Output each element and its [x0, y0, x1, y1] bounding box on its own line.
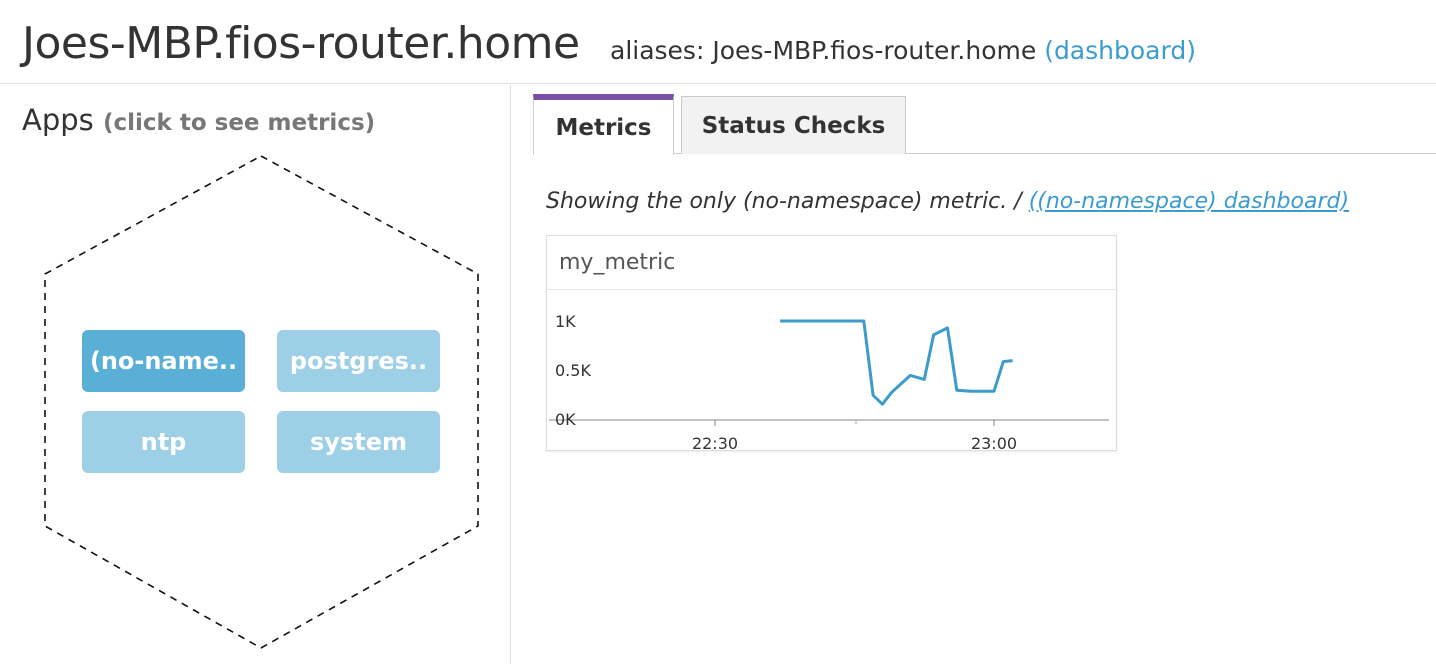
x-tick-label: 22:30: [692, 434, 738, 450]
metric-chart: 1K 0.5K 0K 22:30 23:00: [549, 312, 1109, 450]
graph-title: my_metric: [559, 250, 676, 275]
aliases: aliases: Joes-MBP.fios-router.home (dash…: [610, 36, 1196, 65]
aliases-value: Joes-MBP.fios-router.home: [712, 36, 1037, 65]
app-button-no-namespace[interactable]: (no-name..: [82, 330, 245, 392]
apps-title: Apps: [22, 103, 94, 137]
tab-status-checks[interactable]: Status Checks: [681, 96, 906, 154]
apps-panel: Apps (click to see metrics) (no-name.. p…: [0, 85, 511, 664]
metric-graph-card[interactable]: my_metric 1K 0.5K 0K 22:30 23:00: [546, 235, 1117, 451]
namespace-dashboard-link[interactable]: ((no-namespace) dashboard): [1028, 189, 1350, 214]
app-button-system[interactable]: system: [277, 411, 440, 473]
y-tick-label: 0.5K: [555, 361, 591, 380]
host-title: Joes-MBP.fios-router.home: [22, 18, 580, 69]
metrics-description: Showing the only (no-namespace) metric. …: [546, 189, 1349, 214]
app-button-postgres[interactable]: postgres..: [277, 330, 440, 392]
series-line: [780, 319, 1013, 406]
showing-text: Showing the only (no-namespace) metric. …: [546, 189, 1022, 214]
graph-divider: [547, 289, 1116, 290]
app-button-ntp[interactable]: ntp: [82, 411, 245, 473]
host-dashboard-link[interactable]: (dashboard): [1044, 36, 1196, 65]
page-header: Joes-MBP.fios-router.home aliases: Joes-…: [0, 0, 1436, 84]
y-tick-label: 0K: [555, 410, 576, 429]
tab-bar: Metrics Status Checks: [533, 94, 1436, 155]
y-tick-label: 1K: [555, 312, 576, 331]
apps-hint: (click to see metrics): [102, 110, 376, 136]
x-tick-label: 23:00: [971, 434, 1017, 450]
aliases-label: aliases:: [610, 36, 705, 65]
apps-heading: Apps (click to see metrics): [22, 103, 375, 137]
hexagon-outline: [44, 155, 479, 649]
tab-metrics[interactable]: Metrics: [533, 94, 674, 155]
